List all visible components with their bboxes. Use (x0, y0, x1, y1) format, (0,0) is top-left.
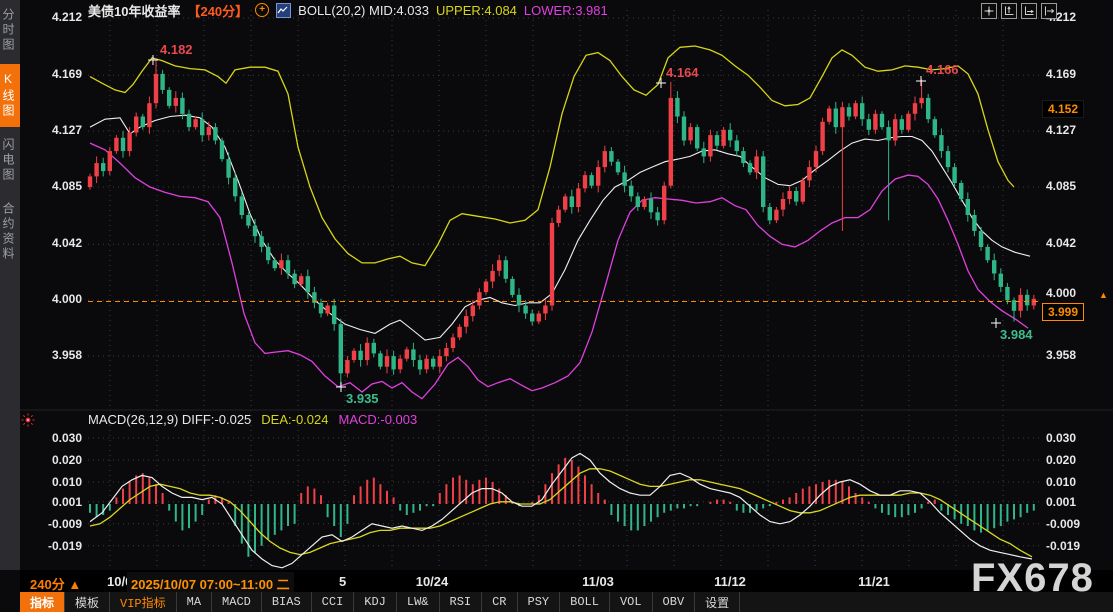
x-axis-tick: 11/12 (714, 574, 746, 589)
x-tick-partial: 10/0 (107, 574, 133, 589)
extreme-price-annotation: 4.166 (926, 62, 959, 77)
toolbar-item-BOLL[interactable]: BOLL (560, 592, 610, 612)
sidebar-tab-active[interactable]: K线图 (0, 64, 20, 127)
instrument-title: 美债10年收益率 (88, 3, 181, 19)
chart-type-sidebar: 分时图 K线图闪电图合约资料 (0, 0, 20, 570)
toolbar-item-设置[interactable]: 设置 (695, 592, 741, 612)
boll-lower-label: LOWER:3.981 (523, 2, 608, 18)
price-axis-label-right: 4.169 (1046, 67, 1077, 82)
export-icon (1045, 6, 1054, 16)
macd-axis-label-right: 0.030 (1046, 431, 1077, 445)
window-button-pan[interactable] (981, 3, 997, 19)
macd-axis-label-right: 0.020 (1046, 453, 1077, 467)
fit-height-icon (1005, 6, 1014, 15)
price-axis-label-right: 4.000 (1046, 286, 1077, 300)
period-tag[interactable]: 【240分】 (187, 3, 249, 19)
price-axis-label-left: 4.169 (51, 67, 82, 82)
macd-diff-label: MACD(26,12,9) DIFF:-0.025 (88, 412, 252, 427)
macd-axis-label-left: 0.020 (51, 453, 82, 467)
macd-axis-label-right: 0.001 (1046, 494, 1077, 509)
price-axis-label-left: 4.042 (51, 236, 82, 251)
period-indicator[interactable]: 240分 ▲ (30, 577, 82, 592)
window-button-fit-width[interactable] (1021, 3, 1037, 19)
chart-header: 美债10年收益率 【240分】 + BOLL(20,2) MID:4.033 U… (88, 2, 608, 19)
toolbar-item-MA[interactable]: MA (177, 592, 213, 612)
pan-icon (984, 6, 994, 16)
last-price-badge: 3.999 (1042, 303, 1085, 321)
price-axis-label-left: 4.212 (51, 10, 82, 24)
time-axis-row: 240分 ▲ 10/0 2025/10/07 07:00~11:00 二 5 1… (20, 570, 1113, 595)
extreme-price-annotation: 3.984 (1000, 327, 1033, 342)
macd-axis-label-right: -0.019 (1046, 538, 1081, 553)
macd-axis-label-left: -0.009 (47, 516, 82, 531)
macd-axis-label-left: 0.001 (51, 494, 82, 509)
macd-dea-label: DEA:-0.024 (261, 412, 329, 427)
macd-axis-label-left: 0.030 (51, 431, 82, 445)
toolbar-item-模板[interactable]: 模板 (65, 592, 111, 612)
toolbar-item-VOL[interactable]: VOL (610, 592, 653, 612)
window-button-fit-height[interactable] (1001, 3, 1017, 19)
toolbar-item-OBV[interactable]: OBV (653, 592, 696, 612)
chart-style-icon[interactable] (276, 2, 292, 18)
add-indicator-icon[interactable]: + (255, 3, 270, 17)
boll-mid-label: BOLL(20,2) MID:4.033 (298, 2, 429, 18)
price-axis-label-right: 3.958 (1046, 348, 1077, 363)
toolbar-item-RSI[interactable]: RSI (440, 592, 483, 612)
price-up-arrow-icon: ▲ (1099, 290, 1108, 300)
price-axis-label-right: 4.127 (1046, 123, 1077, 138)
toolbar-item-指标[interactable]: 指标 (20, 592, 66, 612)
fit-width-icon (1025, 6, 1034, 15)
indicator-settings-icon[interactable] (21, 413, 35, 432)
price-axis-label-right: 4.042 (1046, 236, 1077, 251)
toolbar-item-LW&[interactable]: LW& (397, 592, 440, 612)
price-axis-label-left: 4.000 (51, 292, 82, 307)
sidebar-tab-item[interactable]: 分时图 (1, 8, 15, 53)
x-axis-tick: 11/21 (858, 574, 890, 589)
chart-tool-buttons (981, 3, 1057, 19)
macd-axis-label-right: 0.010 (1046, 475, 1077, 489)
price-axis-label-left: 4.085 (51, 179, 82, 194)
toolbar-item-MACD[interactable]: MACD (212, 592, 262, 612)
extreme-price-annotation: 4.182 (160, 42, 193, 57)
macd-axis-label-left: 0.010 (51, 475, 82, 489)
toolbar-item-BIAS[interactable]: BIAS (262, 592, 312, 612)
boll-upper-label: UPPER:4.084 (435, 2, 517, 18)
price-axis-label-left: 3.958 (51, 348, 82, 363)
bar-time-tooltip: 2025/10/07 07:00~11:00 二 (127, 572, 294, 595)
toolbar-item-CCI[interactable]: CCI (312, 592, 355, 612)
indicator-toolbar: 指标 模板 VIP指标 MA MACD BIAS CCI KDJ LW& RSI CR PSY BOLL… (20, 592, 1113, 612)
toolbar-item-CR[interactable]: CR (482, 592, 518, 612)
toolbar-item-PSY[interactable]: PSY (518, 592, 561, 612)
price-axis-label-left: 4.127 (51, 123, 82, 138)
macd-header: MACD(26,12,9) DIFF:-0.025 DEA:-0.024 MAC… (88, 412, 417, 427)
x-axis-tick: 10/24 (415, 574, 449, 589)
x-tick-remnant: 5 (339, 574, 347, 589)
period-arrow-icon: ▲ (68, 577, 82, 592)
extreme-price-annotation: 4.164 (666, 65, 699, 80)
highlight-price-badge: 4.152 (1042, 100, 1085, 118)
macd-axis-label-right: -0.009 (1046, 516, 1081, 531)
toolbar-item-KDJ[interactable]: KDJ (354, 592, 397, 612)
sidebar-tab-item[interactable]: 合约资料 (1, 202, 15, 262)
macd-axis-label-left: -0.019 (47, 538, 82, 553)
extreme-price-annotation: 3.935 (346, 391, 379, 406)
x-axis-tick: 11/03 (582, 574, 614, 589)
sidebar-tab-item[interactable]: 闪电图 (1, 138, 15, 183)
toolbar-item-VIP指标[interactable]: VIP指标 (110, 592, 177, 612)
price-axis-label-right: 4.085 (1046, 179, 1077, 194)
macd-value-label: MACD:-0.003 (338, 412, 418, 427)
window-button-export[interactable] (1041, 3, 1057, 19)
